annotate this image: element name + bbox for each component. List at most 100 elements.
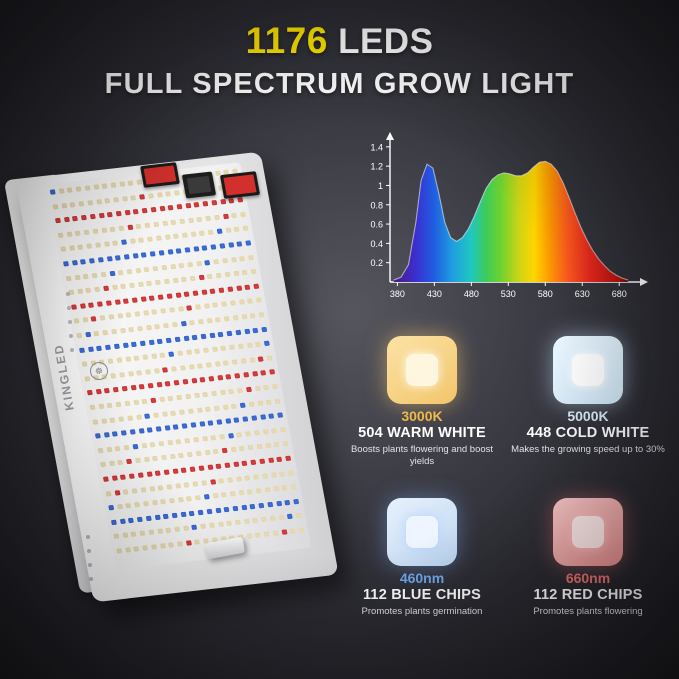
led-diode [130,385,137,391]
led-diode [228,198,235,204]
led-diode [140,296,147,302]
led-diode [227,242,234,248]
led-diode [170,219,177,225]
led-diode [249,313,256,319]
led-diode [177,306,184,313]
led-diode [113,533,120,540]
feature-card-blue-chips: 460nm 112 BLUE CHIPS Promotes plants ger… [342,498,502,618]
led-diode [262,428,269,435]
led-diode [221,257,228,264]
warm-white-chip-icon [387,336,457,404]
led-diode [131,297,138,303]
led-diode [215,463,222,470]
led-diode [210,434,217,441]
led-diode [146,427,153,433]
led-diode [278,515,285,521]
led-diode [168,542,175,548]
led-diode [194,539,201,545]
led-diode [57,232,64,238]
led-diode [102,476,109,482]
led-diode [240,211,246,218]
led-diode [205,406,212,412]
led-diode [171,366,177,372]
led-diode [159,396,165,403]
led-diode [148,485,155,492]
led-diode [125,503,132,509]
led-diode [86,390,93,396]
led-diode [178,453,185,459]
led-diode [136,516,143,522]
led-diode [274,398,281,404]
led-diode [150,397,157,404]
led-diode [162,367,169,373]
led-diode [251,371,258,377]
led-diode [115,211,122,217]
led-diode [118,371,125,378]
led-diode [65,275,72,281]
led-diode [140,486,147,493]
led-diode [218,287,225,293]
vent-hole [70,348,74,352]
led-diode [185,393,191,400]
led-diode [122,532,129,539]
led-diode [74,274,81,280]
led-diode [139,384,145,390]
led-diode [160,499,167,505]
led-diode [258,312,265,318]
led-diode [103,285,109,292]
led-diode [139,530,146,537]
led-diode [201,479,207,486]
led-diode [220,345,227,352]
led-diode [186,496,193,502]
led-diode [123,444,130,451]
led-diode [179,409,185,415]
led-diode [163,469,170,475]
led-diode [238,299,245,306]
led-diode [237,343,244,350]
led-diode [106,256,113,262]
led-diode [191,524,198,531]
led-diode [166,483,173,490]
led-diode [156,528,163,535]
led-diode [207,273,214,280]
led-diode [206,318,213,324]
svg-text:1: 1 [378,181,383,191]
headline-block: 1176 LEDS FULL SPECTRUM GROW LIGHT [0,20,679,101]
vent-hole [87,549,91,553]
vent-hole [68,320,72,324]
led-diode [181,232,188,239]
led-diode [237,387,244,394]
led-diode [202,201,209,207]
led-diode [126,415,133,421]
led-diode [177,497,184,503]
led-diode [92,418,99,425]
led-diode [107,358,114,365]
led-diode [133,546,140,552]
led-diode [173,380,180,386]
led-diode [80,259,87,265]
led-diode [195,304,202,311]
led-diode [109,226,116,232]
led-diode [267,501,274,508]
led-diode [151,353,157,360]
led-count-number: 1176 [245,20,328,61]
led-diode [109,270,115,276]
led-diode [141,252,148,258]
led-diode [222,213,229,220]
led-diode [114,445,121,452]
led-diode [279,426,286,433]
led-diode [81,215,87,221]
led-diode [127,224,134,230]
led-diode [191,378,198,384]
led-diode [136,179,143,185]
led-diode [200,523,207,530]
led-diode [197,318,204,325]
led-diode [122,342,129,348]
led-diode [203,303,210,310]
svg-text:1.2: 1.2 [370,162,383,172]
led-diode [245,240,252,246]
led-diode [147,192,154,199]
led-diode [242,416,249,422]
led-diode [115,401,122,408]
led-diode [81,361,88,368]
